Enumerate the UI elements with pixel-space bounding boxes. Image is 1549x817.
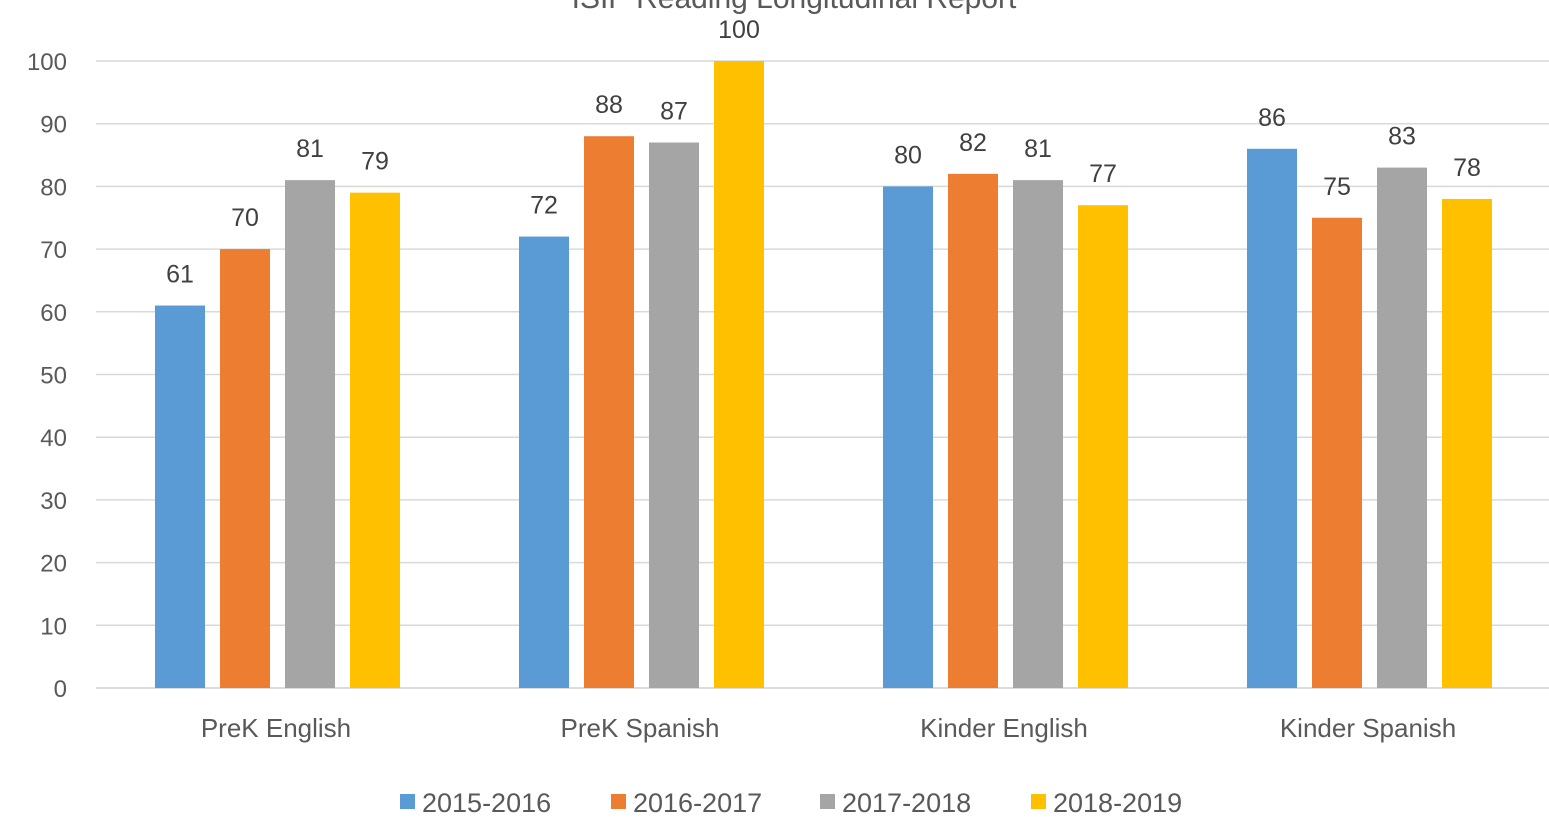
x-axis-categories: PreK English PreK Spanish Kinder English Ki… <box>201 713 1456 743</box>
data-label: 87 <box>660 98 688 126</box>
y-axis-ticks: 0 10 20 30 40 50 60 70 80 90 100 <box>27 49 67 703</box>
bar-2017-2018-prek-spanish <box>649 142 699 688</box>
y-tick-label: 10 <box>40 613 67 640</box>
bar-2015-2016-prek-english <box>155 305 205 688</box>
data-label: 78 <box>1453 154 1481 182</box>
y-tick-label: 80 <box>40 174 67 201</box>
y-tick-label: 0 <box>54 676 67 703</box>
data-label: 88 <box>595 91 623 119</box>
x-category-label: PreK English <box>201 713 351 743</box>
bar-2015-2016-kinder-english <box>883 186 933 688</box>
x-category-label: Kinder English <box>920 713 1088 743</box>
data-label: 81 <box>296 135 324 163</box>
bar-2016-2017-kinder-english <box>948 173 998 689</box>
data-label: 70 <box>231 204 259 232</box>
legend-label: 2016-2017 <box>633 788 762 817</box>
data-label: 75 <box>1323 173 1351 201</box>
bar-2018-2019-kinder-english <box>1078 205 1128 688</box>
data-label: 100 <box>718 16 760 44</box>
data-labels: 61 70 81 79 72 88 87 100 80 82 81 77 86 75 83 78 <box>166 16 1481 289</box>
legend-swatch <box>611 794 626 809</box>
gridlines <box>96 60 1549 689</box>
y-tick-label: 60 <box>40 300 67 327</box>
data-label: 83 <box>1388 123 1416 151</box>
x-category-label: Kinder Spanish <box>1280 713 1456 743</box>
data-label: 80 <box>894 141 922 169</box>
y-tick-label: 70 <box>40 237 67 264</box>
data-label: 86 <box>1258 104 1286 132</box>
legend-label: 2018-2019 <box>1053 788 1182 817</box>
y-tick-label: 90 <box>40 112 67 139</box>
legend: 2015-2016 2016-2017 2017-2018 2018-2019 <box>400 788 1182 817</box>
x-category-label: PreK Spanish <box>561 713 720 743</box>
bar-2018-2019-prek-english <box>350 192 400 689</box>
y-tick-label: 40 <box>40 425 67 452</box>
bars <box>155 61 1492 689</box>
data-label: 61 <box>166 261 194 289</box>
bar-2015-2016-prek-spanish <box>519 236 569 688</box>
bar-2018-2019-prek-spanish <box>714 61 764 688</box>
bar-2016-2017-kinder-spanish <box>1312 217 1362 688</box>
data-label: 82 <box>959 129 987 157</box>
bar-2016-2017-prek-english <box>220 249 270 688</box>
bar-2018-2019-kinder-spanish <box>1442 198 1492 688</box>
data-label: 81 <box>1024 135 1052 163</box>
bar-2016-2017-prek-spanish <box>584 136 634 689</box>
legend-swatch <box>820 794 835 809</box>
data-label: 72 <box>530 192 558 220</box>
legend-swatch <box>400 794 415 809</box>
legend-label: 2017-2018 <box>842 788 971 817</box>
legend-label: 2015-2016 <box>422 788 551 817</box>
data-label: 77 <box>1089 160 1117 188</box>
y-tick-label: 50 <box>40 363 67 390</box>
data-label: 79 <box>361 148 389 176</box>
y-tick-label: 30 <box>40 488 67 515</box>
chart-title: ISIP Reading Longitudinal Report <box>572 0 1017 15</box>
bar-2015-2016-kinder-spanish <box>1247 148 1297 688</box>
legend-swatch <box>1031 794 1046 809</box>
y-tick-label: 20 <box>40 551 67 578</box>
bar-2017-2018-prek-english <box>285 180 335 688</box>
bar-2017-2018-kinder-english <box>1013 180 1063 688</box>
bar-2017-2018-kinder-spanish <box>1377 167 1427 689</box>
y-tick-label: 100 <box>27 49 67 76</box>
